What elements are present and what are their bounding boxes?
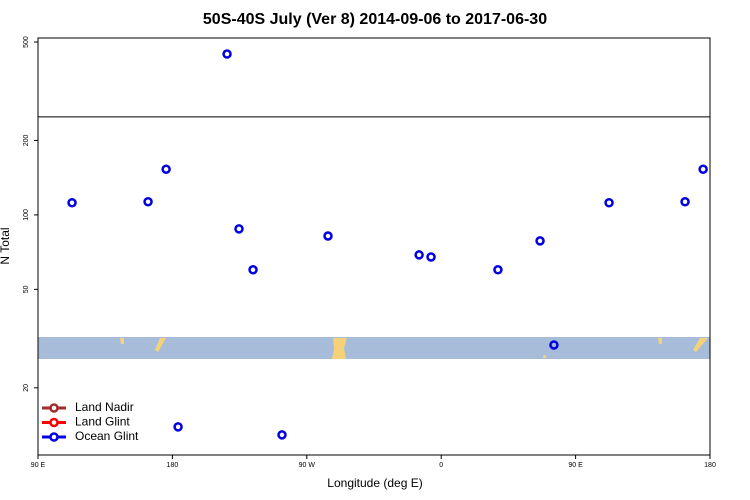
point	[493, 265, 503, 275]
legend-marker	[49, 417, 59, 428]
point	[222, 49, 232, 59]
point	[173, 422, 183, 432]
legend-marker	[49, 403, 59, 413]
point	[248, 265, 258, 275]
point	[323, 231, 333, 241]
x-tick-label: 90 W	[299, 462, 316, 469]
y-tick-label: 200	[23, 134, 30, 146]
point	[414, 250, 424, 260]
chart-title: 50S-40S July (Ver 8) 2014-09-06 to 2017-…	[203, 11, 547, 28]
x-tick-label: 180	[704, 462, 716, 469]
point	[143, 197, 153, 207]
y-tick-label: 50	[23, 285, 30, 293]
point	[277, 430, 287, 440]
legend-label: Ocean Glint	[75, 429, 139, 443]
point	[234, 224, 244, 234]
point	[161, 164, 171, 174]
x-tick-label: 90 E	[568, 462, 583, 469]
x-axis-label: Longitude (deg E)	[327, 476, 422, 490]
legend-label: Land Nadir	[75, 400, 134, 414]
point	[535, 236, 545, 246]
point	[698, 164, 708, 174]
legend-marker	[49, 432, 59, 442]
x-tick-label: 90 E	[31, 462, 46, 469]
point	[604, 197, 614, 208]
point	[549, 340, 559, 350]
legend-label: Land Glint	[75, 415, 130, 429]
point	[426, 252, 436, 262]
y-tick-label: 20	[23, 384, 30, 392]
plot-frame	[37, 37, 711, 456]
y-tick-label: 100	[23, 209, 30, 221]
x-tick-label: 0	[439, 462, 443, 469]
x-tick-label: 180	[167, 462, 179, 469]
map-strip	[38, 337, 710, 359]
point	[67, 197, 77, 208]
point	[680, 197, 690, 207]
y-tick-label: 500	[23, 36, 30, 48]
y-axis-label: N Total	[0, 227, 12, 264]
